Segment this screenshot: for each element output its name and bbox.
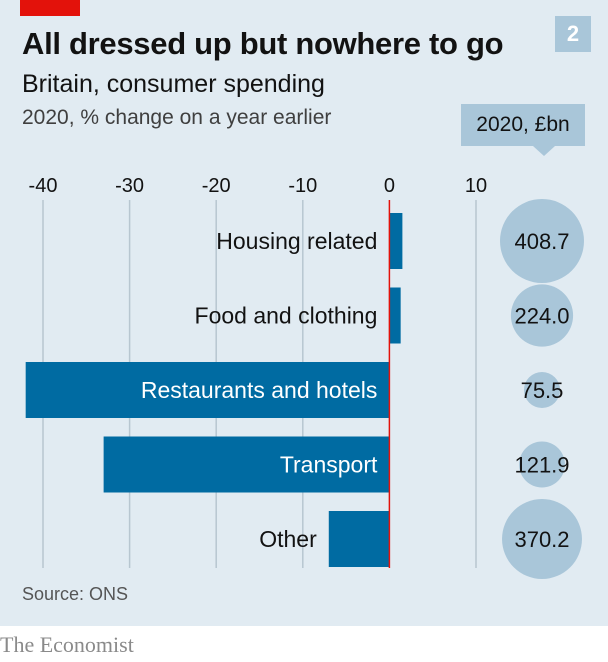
bubble-value-label: 121.9 (514, 453, 569, 478)
spending-bubble (500, 199, 584, 283)
bubble-column-header: 2020, £bn (461, 104, 585, 146)
brand-red-tab (20, 0, 80, 16)
category-label: Housing related (216, 228, 377, 254)
x-tick-label: -20 (202, 175, 231, 197)
chart-subtitle: Britain, consumer spending (22, 70, 325, 98)
bubble-value-label: 224.0 (514, 304, 569, 329)
economist-logo: The Economist (0, 632, 134, 657)
category-label: Restaurants and hotels (141, 377, 378, 403)
x-tick-label: 10 (465, 175, 487, 197)
x-tick-label: -30 (115, 175, 144, 197)
spending-bubble (519, 441, 565, 488)
spending-bubble (510, 284, 574, 347)
unit-note: 2020, % change on a year earlier (22, 106, 332, 129)
bubble-header-pointer (533, 146, 555, 156)
bar (389, 287, 401, 344)
x-tick-label: 0 (384, 175, 395, 197)
bar (389, 213, 403, 269)
bar (25, 362, 390, 418)
source-note: Source: ONS (22, 584, 129, 604)
x-tick-label: -10 (288, 175, 317, 197)
spending-bubble (523, 371, 561, 409)
bubble-value-label: 370.2 (514, 527, 569, 552)
bubble-value-label: 408.7 (514, 229, 569, 254)
bubble-value-label: 75.5 (521, 378, 564, 403)
category-label: Transport (280, 452, 378, 478)
bar (328, 511, 390, 567)
category-label: Other (259, 526, 317, 552)
category-label: Food and clothing (195, 303, 378, 329)
bar-chart: -40 -30 -20 -10 0 10 Housing related 408.7 Food … (25, 175, 584, 579)
chart-number-badge: 2 (555, 16, 591, 52)
chart-title: All dressed up but nowhere to go (22, 26, 504, 61)
spending-bubble (502, 499, 582, 579)
bar (103, 436, 390, 493)
x-tick-label: -40 (29, 175, 58, 197)
